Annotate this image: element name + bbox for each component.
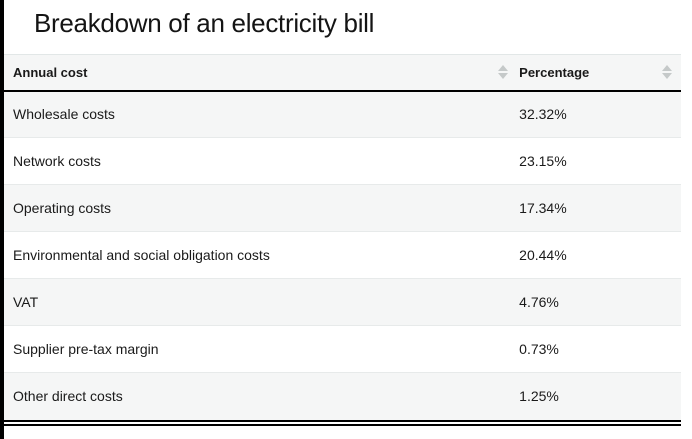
table-row: Other direct costs 1.25% [4, 372, 681, 420]
sort-down-arrow-icon [662, 73, 672, 80]
sort-down-arrow-icon [498, 73, 509, 80]
annual-cost-cell: Wholesale costs [13, 106, 115, 123]
table-row: Wholesale costs 32.32% [4, 90, 681, 138]
percentage-cell: 23.15% [519, 153, 567, 169]
percentage-cell: 17.34% [519, 200, 567, 216]
table-row: VAT 4.76% [4, 278, 681, 326]
chart-embed: Breakdown of an electricity bill Annual … [4, 0, 681, 426]
column-header-label: Annual cost [13, 64, 88, 80]
table-row: Supplier pre-tax margin 0.73% [4, 325, 681, 373]
header-row: Annual cost Percentage [4, 54, 681, 92]
sort-up-arrow-icon [662, 65, 672, 72]
annual-cost-cell: VAT [13, 294, 39, 310]
percentage-cell: 20.44% [519, 247, 567, 263]
percentage-cell: 32.32% [519, 106, 567, 123]
annual-cost-cell: Supplier pre-tax margin [13, 341, 159, 357]
column-header-annual-cost[interactable]: Annual cost [4, 54, 518, 92]
column-header-label: Percentage [519, 64, 590, 80]
column-header-percentage[interactable]: Percentage [517, 54, 681, 92]
sort-up-arrow-icon [498, 65, 509, 72]
annual-cost-cell: Other direct costs [13, 388, 123, 405]
sort-icon[interactable] [662, 65, 672, 80]
annual-cost-cell: Environmental and social obligation cost… [13, 247, 270, 263]
percentage-cell: 0.73% [519, 341, 559, 357]
table-row: Environmental and social obligation cost… [4, 231, 681, 279]
left-accent-bar [0, 0, 4, 439]
annual-cost-cell: Network costs [13, 153, 101, 169]
percentage-cell: 1.25% [519, 388, 559, 405]
table-bottom-rule [4, 419, 681, 426]
table-row: Network costs 23.15% [4, 137, 681, 185]
percentage-cell: 4.76% [519, 294, 559, 310]
sort-icon[interactable] [498, 65, 509, 80]
annual-cost-cell: Operating costs [13, 200, 112, 216]
table-row: Operating costs 17.34% [4, 184, 681, 232]
data-table: Annual cost Percentage [4, 54, 681, 420]
chart-title: Breakdown of an electricity bill [34, 8, 375, 38]
